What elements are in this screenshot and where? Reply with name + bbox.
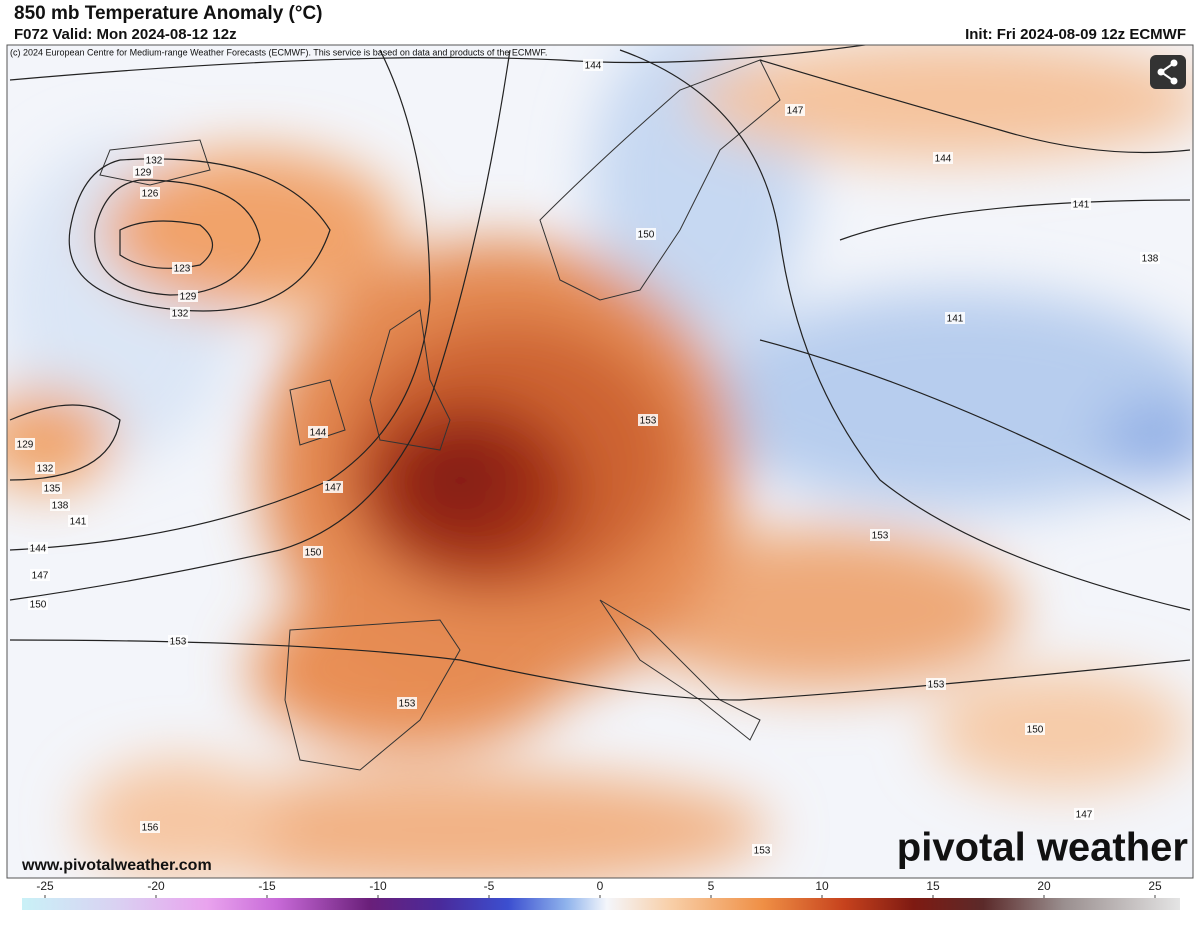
contour-label: 141 [947, 314, 964, 325]
contour-label: 153 [399, 699, 416, 710]
contour-label: 144 [30, 544, 47, 555]
colorbar-label: -15 [258, 879, 276, 893]
label-bg [1025, 723, 1045, 735]
contour-label: 147 [32, 571, 49, 582]
label-bg [28, 542, 48, 554]
label-bg [28, 598, 48, 610]
contour-label: 147 [325, 483, 342, 494]
contour-label: 138 [1142, 254, 1159, 265]
contour-label: 135 [44, 484, 61, 495]
colorbar-label: -10 [369, 879, 387, 893]
label-bg [308, 426, 328, 438]
label-bg [1140, 252, 1160, 264]
contour-label: 141 [1073, 200, 1090, 211]
contour-label: 156 [142, 823, 159, 834]
label-bg [638, 414, 658, 426]
contour-label: 141 [70, 517, 87, 528]
label-bg [144, 154, 164, 166]
contour-label: 123 [174, 264, 191, 275]
contour-label: 144 [935, 154, 952, 165]
colorbar-label: -25 [36, 879, 54, 893]
contour-label: 150 [30, 600, 47, 611]
contour-label: 150 [638, 230, 655, 241]
colorbar-label: 0 [597, 879, 604, 893]
label-bg [1074, 808, 1094, 820]
site-url: www.pivotalweather.com [21, 857, 212, 874]
contour-label: 132 [37, 464, 54, 475]
logo: pivotal weather [897, 826, 1188, 870]
label-bg [397, 697, 417, 709]
label-bg [323, 481, 343, 493]
contour-label: 144 [585, 61, 602, 72]
contour-label: 144 [310, 428, 327, 439]
label-bg [50, 499, 70, 511]
contour-label: 153 [872, 531, 889, 542]
valid-time: F072 Valid: Mon 2024-08-12 12z [14, 26, 237, 43]
label-bg [752, 844, 772, 856]
init-time: Init: Fri 2024-08-09 12z ECMWF [965, 26, 1186, 43]
label-bg [170, 307, 190, 319]
colorbar-ticks: -25 -20 -15 -10 -5 0 5 10 15 20 25 [36, 879, 1162, 898]
colorbar [22, 898, 1180, 910]
contour-label: 150 [1027, 725, 1044, 736]
label-bg [933, 152, 953, 164]
label-bg [42, 482, 62, 494]
label-bg [35, 462, 55, 474]
colorbar-label: -5 [484, 879, 495, 893]
label-bg [15, 438, 35, 450]
label-bg [926, 678, 946, 690]
title: 850 mb Temperature Anomaly (°C) [14, 3, 323, 24]
contour-label: 153 [640, 416, 657, 427]
contour-label: 153 [928, 680, 945, 691]
label-bg [133, 166, 153, 178]
contour-label: 129 [17, 440, 34, 451]
contour-label: 129 [135, 168, 152, 179]
label-bg [636, 228, 656, 240]
label-bg [140, 187, 160, 199]
contour-label: 147 [787, 106, 804, 117]
label-bg [1071, 198, 1091, 210]
colorbar-label: 15 [926, 879, 940, 893]
colorbar-label: 5 [708, 879, 715, 893]
share-button[interactable] [1150, 55, 1186, 89]
colorbar-label: 25 [1148, 879, 1162, 893]
label-bg [168, 635, 188, 647]
contour-label: 150 [305, 548, 322, 559]
label-bg [870, 529, 890, 541]
contour-label: 153 [170, 637, 187, 648]
colorbar-label: -20 [147, 879, 165, 893]
label-bg [583, 59, 603, 71]
label-bg [172, 262, 192, 274]
contour-label: 129 [180, 292, 197, 303]
label-bg [30, 569, 50, 581]
label-bg [140, 821, 160, 833]
contour-label: 132 [146, 156, 163, 167]
colorbar-label: 10 [815, 879, 829, 893]
label-bg [303, 546, 323, 558]
label-bg [68, 515, 88, 527]
contour-label: 147 [1076, 810, 1093, 821]
contour-label: 132 [172, 309, 189, 320]
label-bg [945, 312, 965, 324]
contour-labels: 1441471321291261231291321501441411381411… [15, 59, 1160, 857]
height-contours [9, 45, 1191, 701]
label-bg [785, 104, 805, 116]
coastlines [99, 59, 781, 771]
contour-label: 153 [754, 846, 771, 857]
credit: (c) 2024 European Centre for Medium-rang… [10, 47, 547, 57]
colorbar-label: 20 [1037, 879, 1051, 893]
label-bg [178, 290, 198, 302]
contour-label: 126 [142, 189, 159, 200]
contour-label: 138 [52, 501, 69, 512]
map: 1441471321291261231291321501441411381411… [7, 45, 1193, 878]
